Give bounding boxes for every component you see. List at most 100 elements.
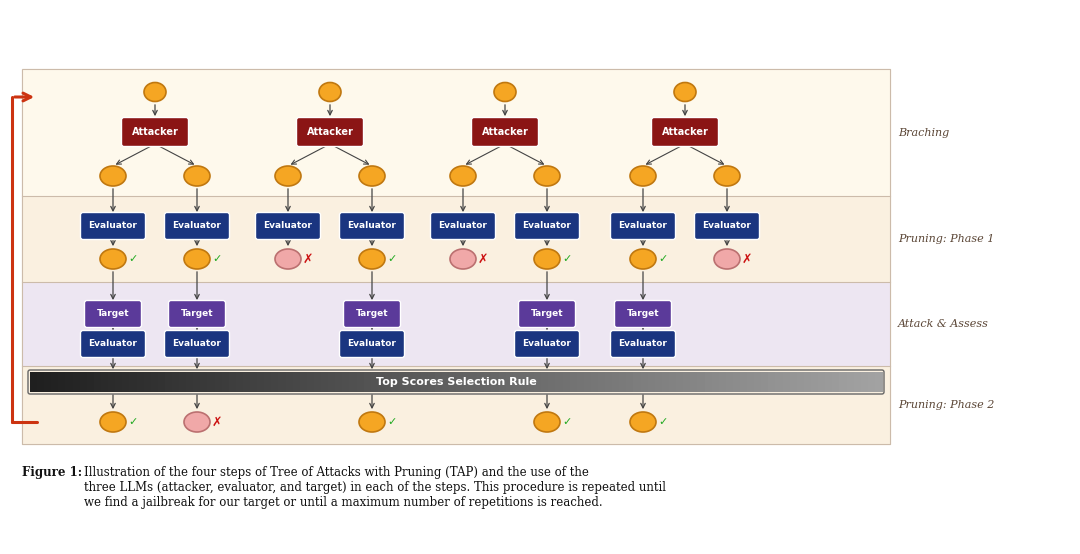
- Text: Target: Target: [355, 310, 389, 319]
- Bar: [477, 372, 485, 392]
- Ellipse shape: [674, 83, 696, 101]
- Bar: [364, 372, 372, 392]
- Ellipse shape: [534, 249, 561, 269]
- Ellipse shape: [714, 249, 740, 269]
- Bar: [612, 372, 620, 392]
- Text: Evaluator: Evaluator: [89, 340, 137, 348]
- FancyBboxPatch shape: [651, 117, 718, 146]
- Text: Figure 1:: Figure 1:: [22, 466, 86, 479]
- Bar: [491, 372, 500, 392]
- Text: Evaluator: Evaluator: [89, 222, 137, 230]
- Bar: [265, 372, 272, 392]
- Ellipse shape: [359, 249, 384, 269]
- Bar: [414, 372, 421, 392]
- Bar: [690, 372, 699, 392]
- Ellipse shape: [714, 166, 740, 186]
- Bar: [285, 372, 294, 392]
- Text: ✓: ✓: [563, 254, 571, 264]
- Bar: [86, 372, 95, 392]
- FancyBboxPatch shape: [615, 300, 672, 327]
- Ellipse shape: [450, 249, 476, 269]
- Ellipse shape: [494, 83, 516, 101]
- Bar: [251, 372, 258, 392]
- FancyBboxPatch shape: [81, 331, 146, 357]
- Bar: [591, 372, 599, 392]
- Bar: [328, 372, 336, 392]
- Bar: [754, 372, 762, 392]
- Ellipse shape: [630, 166, 656, 186]
- Text: ✓: ✓: [129, 254, 137, 264]
- Ellipse shape: [450, 166, 476, 186]
- Bar: [52, 372, 59, 392]
- Bar: [684, 372, 691, 392]
- Bar: [22, 69, 890, 196]
- Bar: [513, 372, 521, 392]
- Bar: [130, 372, 137, 392]
- Text: ✗: ✗: [477, 253, 488, 265]
- Text: Evaluator: Evaluator: [523, 340, 571, 348]
- Text: ✓: ✓: [213, 254, 221, 264]
- Bar: [499, 372, 507, 392]
- FancyBboxPatch shape: [164, 213, 229, 239]
- Text: ✓: ✓: [563, 417, 571, 427]
- Bar: [541, 372, 550, 392]
- Bar: [271, 372, 280, 392]
- Bar: [151, 372, 159, 392]
- Bar: [428, 372, 435, 392]
- Bar: [505, 372, 514, 392]
- FancyBboxPatch shape: [514, 213, 580, 239]
- Text: Evaluator: Evaluator: [264, 222, 312, 230]
- Bar: [22, 69, 890, 444]
- Bar: [22, 366, 890, 444]
- Text: ✓: ✓: [129, 417, 137, 427]
- Bar: [158, 372, 166, 392]
- Text: Evaluator: Evaluator: [348, 340, 396, 348]
- Bar: [456, 372, 464, 392]
- Text: ✓: ✓: [659, 254, 667, 264]
- Text: Braching: Braching: [897, 127, 949, 137]
- Bar: [847, 372, 854, 392]
- Ellipse shape: [100, 412, 126, 432]
- Bar: [350, 372, 357, 392]
- Text: Target: Target: [180, 310, 214, 319]
- Bar: [136, 372, 145, 392]
- Ellipse shape: [275, 166, 301, 186]
- Bar: [229, 372, 237, 392]
- Bar: [718, 372, 727, 392]
- Bar: [22, 69, 890, 444]
- Ellipse shape: [359, 412, 384, 432]
- FancyBboxPatch shape: [339, 331, 405, 357]
- Text: Evaluator: Evaluator: [523, 222, 571, 230]
- Bar: [605, 372, 613, 392]
- Ellipse shape: [275, 249, 301, 269]
- Bar: [442, 372, 450, 392]
- Bar: [527, 372, 535, 392]
- Text: Evaluator: Evaluator: [348, 222, 396, 230]
- Bar: [321, 372, 329, 392]
- Bar: [420, 372, 429, 392]
- Bar: [193, 372, 201, 392]
- FancyBboxPatch shape: [84, 300, 141, 327]
- Bar: [108, 372, 117, 392]
- Bar: [768, 372, 777, 392]
- Bar: [44, 372, 52, 392]
- Bar: [122, 372, 131, 392]
- Text: Target: Target: [626, 310, 659, 319]
- Text: Top Scores Selection Rule: Top Scores Selection Rule: [376, 377, 537, 387]
- Text: ✗: ✗: [302, 253, 313, 265]
- Bar: [833, 372, 840, 392]
- Bar: [172, 372, 180, 392]
- Bar: [676, 372, 685, 392]
- Bar: [662, 372, 670, 392]
- Bar: [201, 372, 208, 392]
- Text: ✗: ✗: [742, 253, 753, 265]
- Ellipse shape: [534, 412, 561, 432]
- Bar: [293, 372, 301, 392]
- Bar: [577, 372, 584, 392]
- Text: Target: Target: [530, 310, 564, 319]
- Bar: [22, 196, 890, 282]
- Bar: [535, 372, 542, 392]
- FancyBboxPatch shape: [431, 213, 496, 239]
- Bar: [712, 372, 719, 392]
- Bar: [704, 372, 713, 392]
